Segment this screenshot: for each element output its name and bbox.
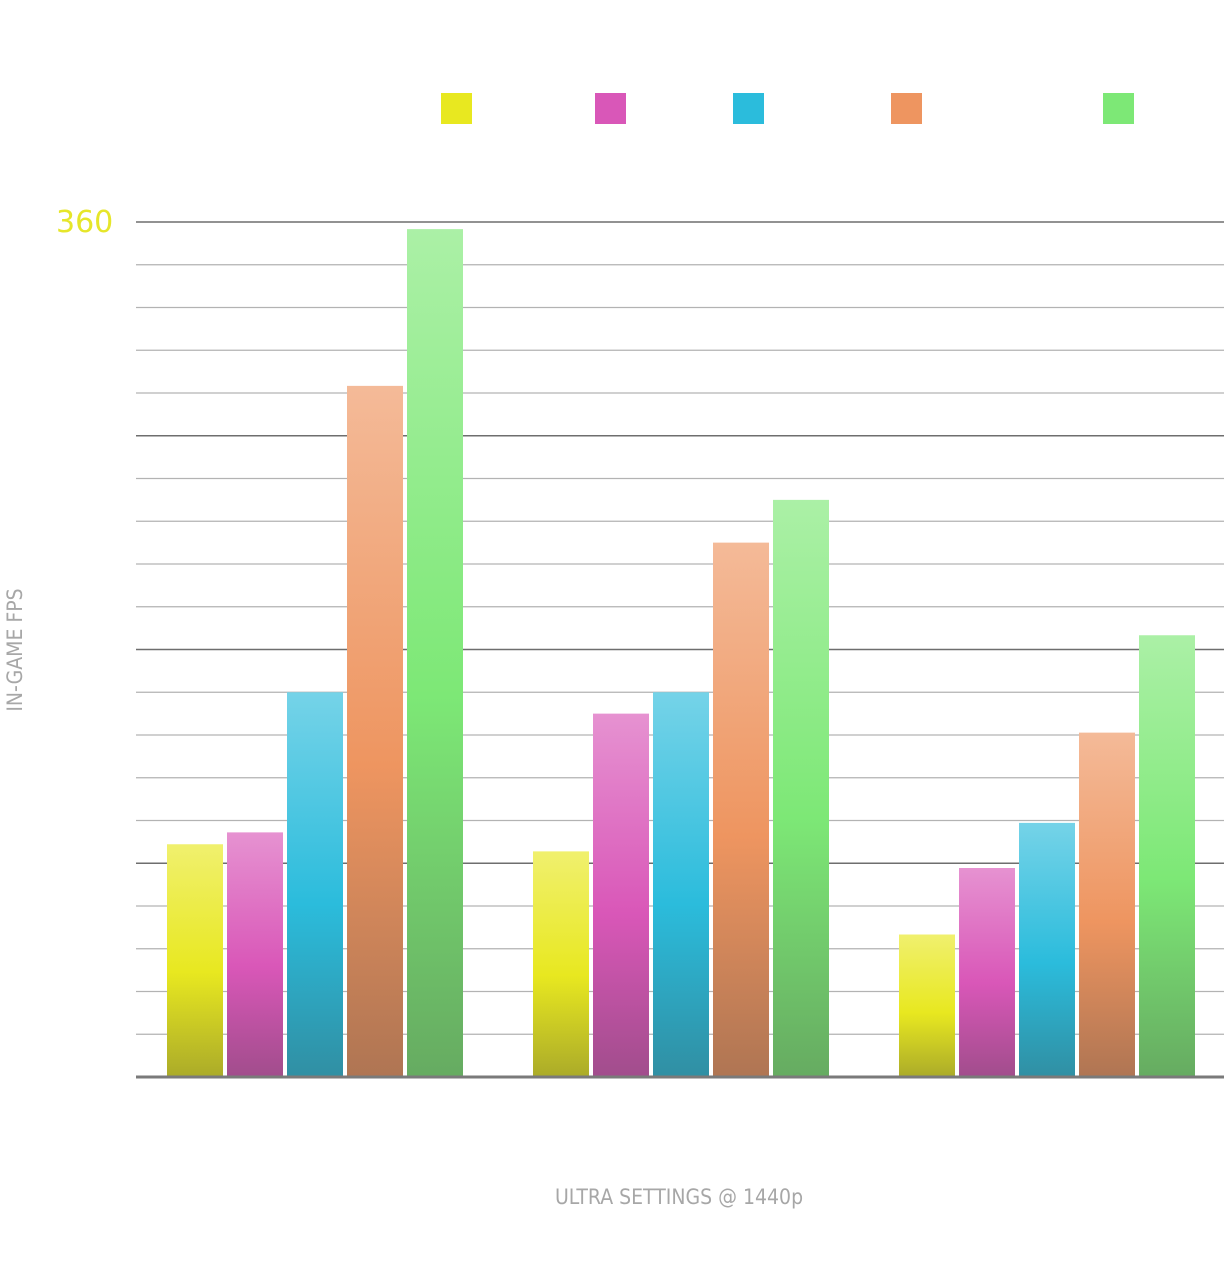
legend: [441, 93, 1134, 124]
x-axis-title: ULTRA SETTINGS @ 1440p: [555, 1185, 803, 1209]
bar-group1-series2: [227, 832, 283, 1077]
legend-swatch-3: [733, 93, 764, 124]
bar-group1-series4: [347, 385, 403, 1077]
bar-group3-series2: [959, 868, 1015, 1077]
bar-group1-series3: [287, 692, 343, 1077]
bar-group1-series1: [167, 844, 223, 1077]
bar-group2-series2: [593, 713, 649, 1077]
bar-group1-series5: [407, 229, 463, 1077]
bar-group3-series4: [1079, 732, 1135, 1077]
bar-group2-series4: [713, 542, 769, 1077]
bar-group2-series1: [533, 851, 589, 1077]
bar-group2-series5: [773, 499, 829, 1077]
bar-group3-series5: [1139, 635, 1195, 1077]
legend-swatch-4: [891, 93, 922, 124]
bar-group3-series1: [899, 934, 955, 1077]
y-tick-label-max: 360: [56, 205, 113, 240]
y-axis-title: IN-GAME FPS: [3, 588, 27, 711]
legend-swatch-1: [441, 93, 472, 124]
bar-group3-series3: [1019, 822, 1075, 1077]
legend-swatch-2: [595, 93, 626, 124]
bars: [167, 229, 1195, 1077]
legend-swatch-5: [1103, 93, 1134, 124]
bar-group2-series3: [653, 692, 709, 1077]
